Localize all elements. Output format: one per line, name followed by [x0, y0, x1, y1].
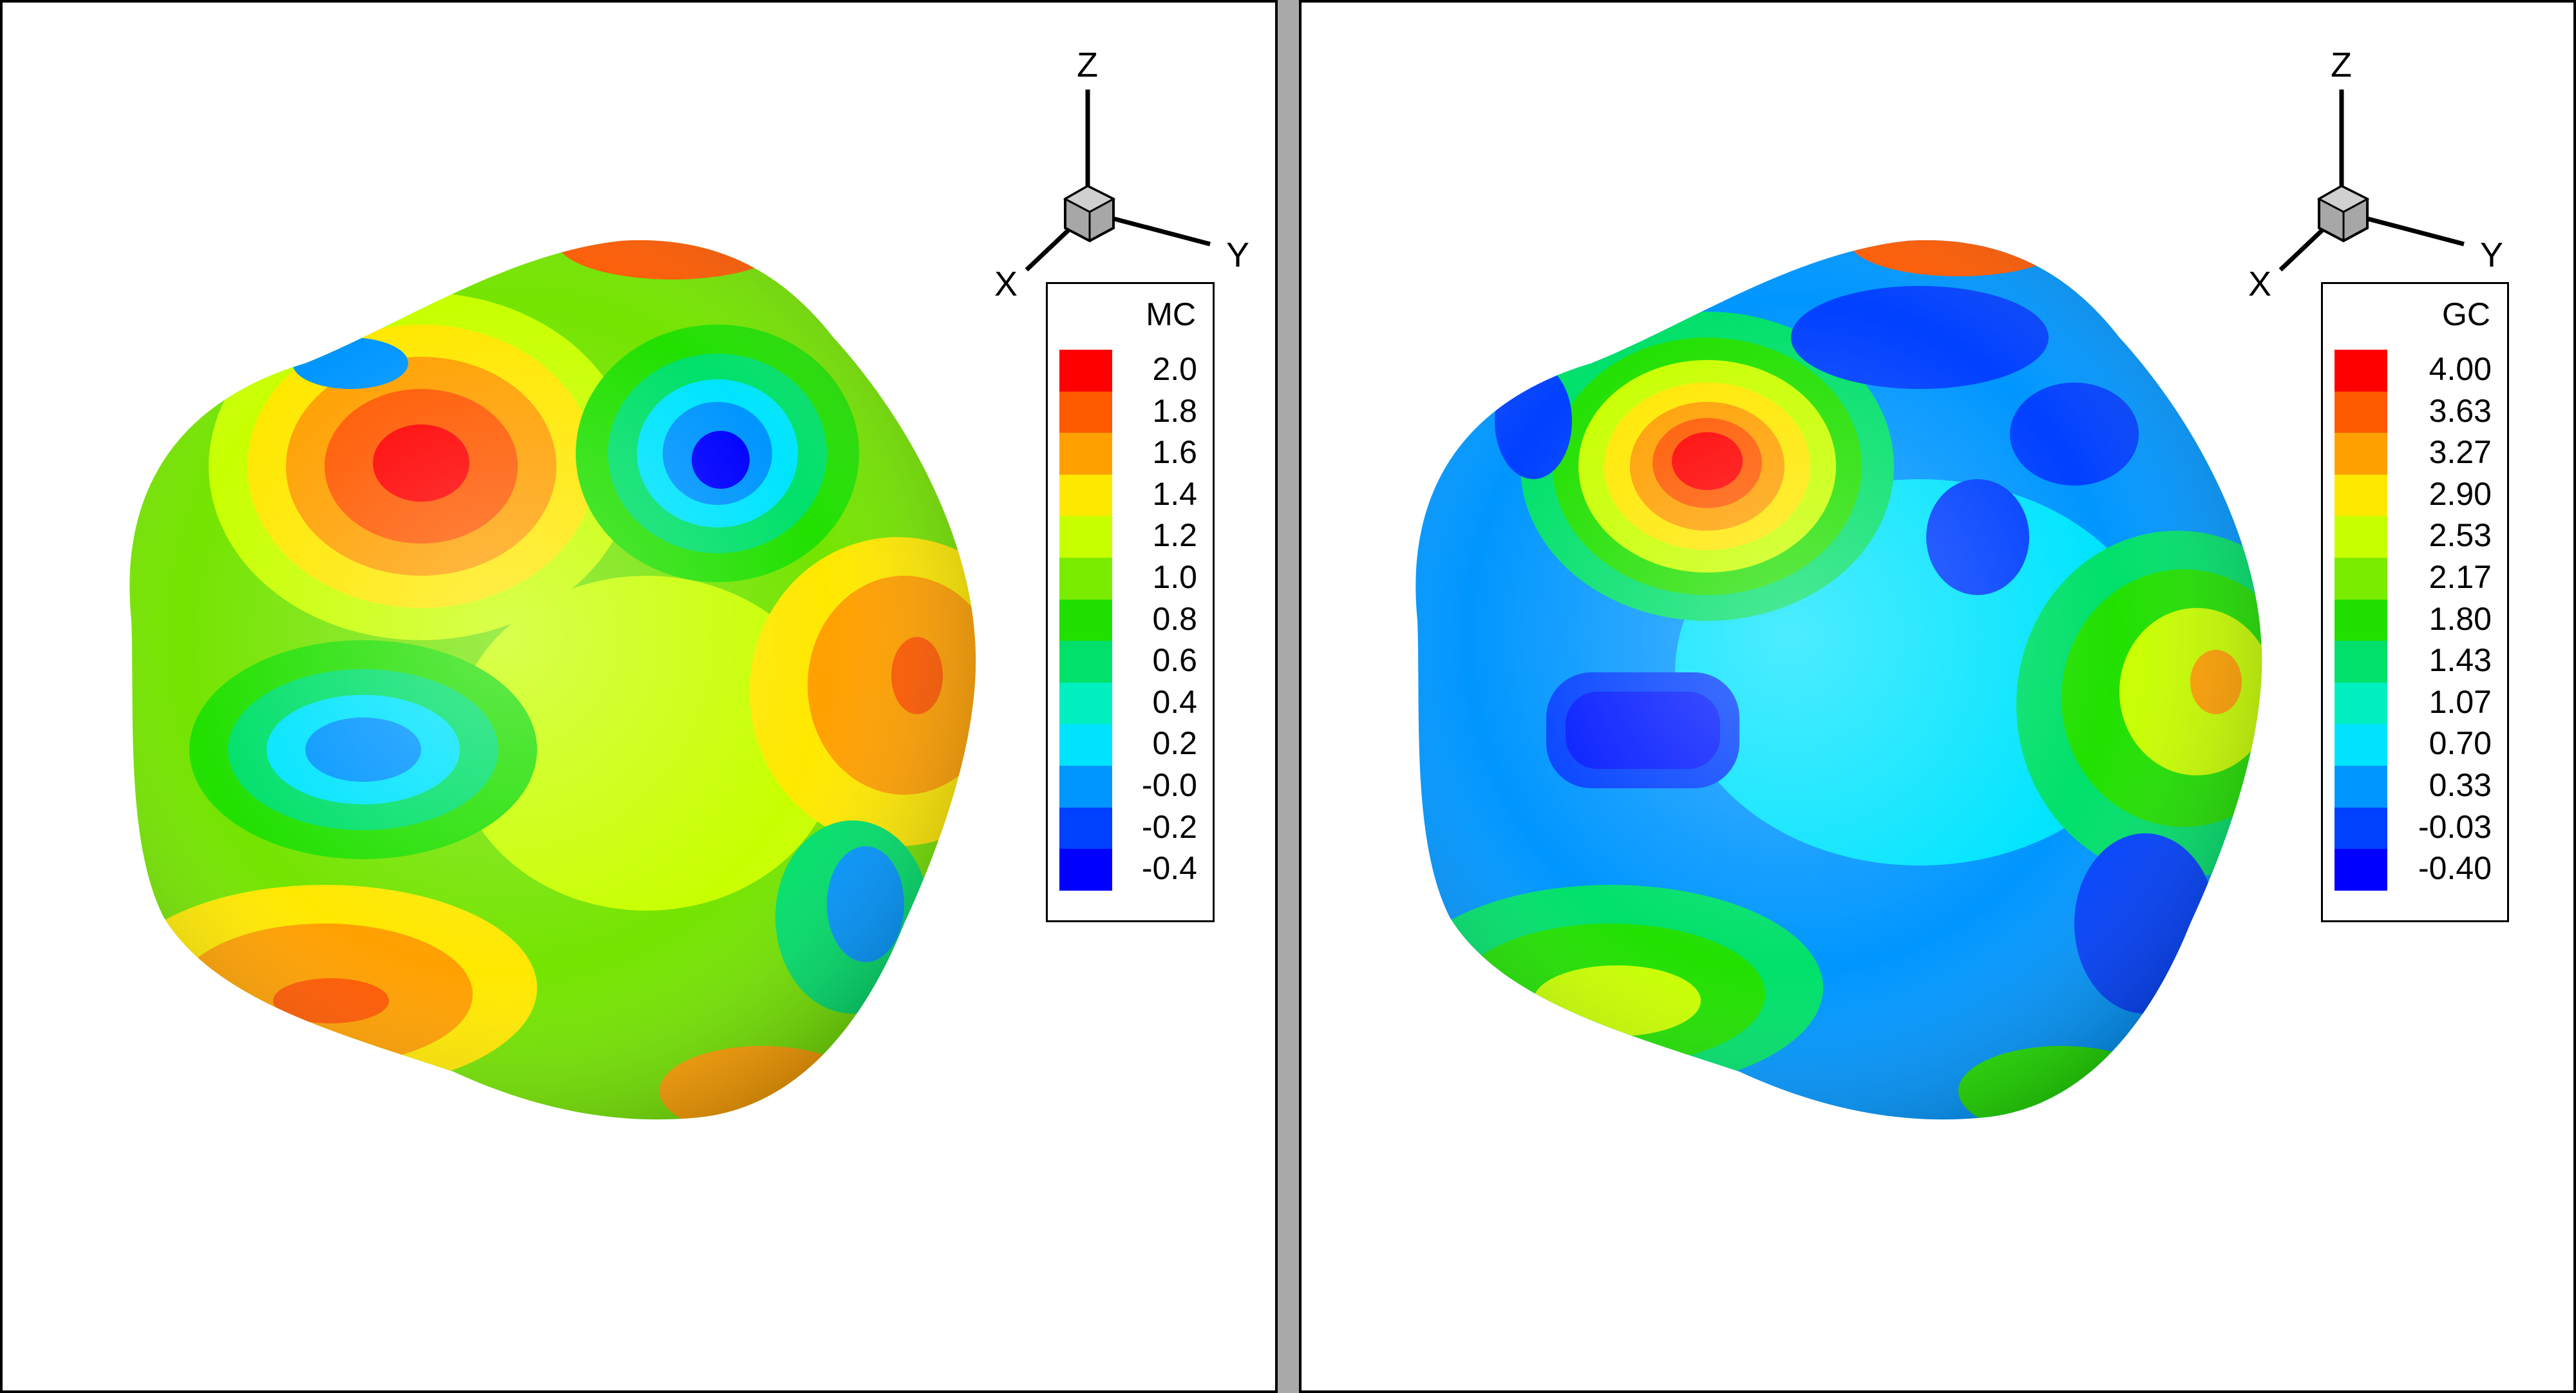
legend-swatch [2334, 350, 2387, 392]
legend-title: GC [2442, 296, 2490, 332]
legend-color-bar [1059, 350, 1112, 891]
legend-labels: 4.00 3.63 3.27 2.90 2.53 2.17 1.80 1.43 1.07 0.70… [2418, 348, 2492, 889]
legend-value-label: 1.2 [1152, 517, 1197, 554]
plot-panel-gc[interactable]: Z Y X GC 4.00 3.63 3.27 2.90 2.53 2.17 1.80 1.4… [1299, 0, 2576, 1393]
surface-plot-mc[interactable] [3, 3, 1275, 1390]
legend-swatch [1059, 765, 1112, 808]
legend-swatch [1059, 682, 1112, 725]
legend-swatch [1059, 557, 1112, 600]
legend-value-label: 3.63 [2429, 392, 2492, 429]
legend-value-label: 1.07 [2429, 683, 2492, 720]
legend-color-bar [2334, 350, 2387, 891]
legend-value-label: 0.8 [1152, 600, 1197, 637]
legend-value-label: 2.17 [2429, 558, 2492, 595]
legend-swatch [2334, 682, 2387, 725]
plot-panel-mc[interactable]: Z Y X MC 2.0 1.8 1.6 1.4 1.2 1.0 0.8 0.6 0.4 0.2 -… [0, 0, 1278, 1393]
legend-swatch [2334, 474, 2387, 516]
legend-value-label: 1.6 [1152, 434, 1197, 471]
legend-value-label: -0.2 [1141, 808, 1197, 845]
surface-contours-gc [1416, 240, 2262, 1120]
legend-swatch [2334, 724, 2387, 766]
axis-triad-lines [1025, 90, 1211, 272]
legend-value-label: 1.0 [1152, 558, 1197, 595]
legend-swatch [2334, 807, 2387, 849]
legend-swatch [2334, 391, 2387, 433]
legend-value-label: 4.00 [2429, 351, 2492, 387]
legend-value-label: 2.0 [1152, 351, 1197, 387]
legend-swatch [1059, 391, 1112, 433]
legend-swatch [2334, 599, 2387, 641]
legend-value-label: 3.27 [2429, 434, 2492, 471]
axis-label-y: Y [2480, 236, 2504, 274]
legend-swatch [2334, 849, 2387, 891]
legend-value-label: 0.6 [1152, 642, 1197, 679]
legend-title: MC [1146, 296, 1196, 332]
legend-value-label: 2.90 [2429, 475, 2492, 512]
legend-swatch [2334, 516, 2387, 558]
legend-swatch [1059, 350, 1112, 392]
legend-swatch [1059, 474, 1112, 516]
legend-swatch [2334, 765, 2387, 808]
legend-swatch [2334, 557, 2387, 600]
axis-triad-lines [2278, 90, 2465, 272]
legend-swatch [2334, 433, 2387, 475]
panel-separator[interactable] [1278, 0, 1299, 1393]
axis-label-z: Z [1077, 46, 1098, 84]
legend-value-label: 1.4 [1152, 475, 1197, 512]
legend-swatch [1059, 807, 1112, 849]
legend-swatch [1059, 516, 1112, 558]
legend-swatch [1059, 724, 1112, 766]
legend-value-label: -0.40 [2418, 850, 2492, 887]
legend-swatch [1059, 641, 1112, 683]
legend-value-label: 0.70 [2429, 725, 2492, 762]
legend-value-label: 2.53 [2429, 517, 2492, 554]
axis-label-z: Z [2331, 46, 2352, 84]
axis-label-x: X [994, 265, 1018, 303]
surface-plot-gc[interactable] [1302, 3, 2573, 1390]
legend-value-label: -0.03 [2418, 808, 2492, 845]
legend-labels: 2.0 1.8 1.6 1.4 1.2 1.0 0.8 0.6 0.4 0.2 -0.0 -0.2 -0… [1142, 348, 1197, 889]
legend-value-label: -0.0 [1141, 766, 1197, 803]
legend-swatch [1059, 433, 1112, 475]
legend-gc: GC 4.00 3.63 3.27 2.90 2.53 2.17 1.80 1.43 1.07 0… [2321, 282, 2509, 922]
legend-value-label: 1.43 [2429, 642, 2492, 679]
legend-value-label: 1.8 [1152, 392, 1197, 429]
axis-label-y: Y [1226, 236, 1250, 274]
axis-triad-gc: Z Y X [2235, 41, 2557, 312]
axis-triad-mc: Z Y X [981, 41, 1275, 312]
legend-value-label: 0.33 [2429, 766, 2492, 803]
legend-value-label: -0.4 [1141, 850, 1197, 887]
legend-value-label: 0.4 [1152, 683, 1197, 720]
legend-value-label: 0.2 [1152, 725, 1197, 762]
legend-value-label: 1.80 [2429, 600, 2492, 637]
legend-mc: MC 2.0 1.8 1.6 1.4 1.2 1.0 0.8 0.6 0.4 0.2 -0.0 -0.… [1046, 282, 1215, 922]
legend-swatch [1059, 599, 1112, 641]
axis-label-x: X [2248, 265, 2272, 303]
legend-swatch [1059, 849, 1112, 891]
surface-contours-mc [129, 240, 976, 1120]
legend-swatch [2334, 641, 2387, 683]
